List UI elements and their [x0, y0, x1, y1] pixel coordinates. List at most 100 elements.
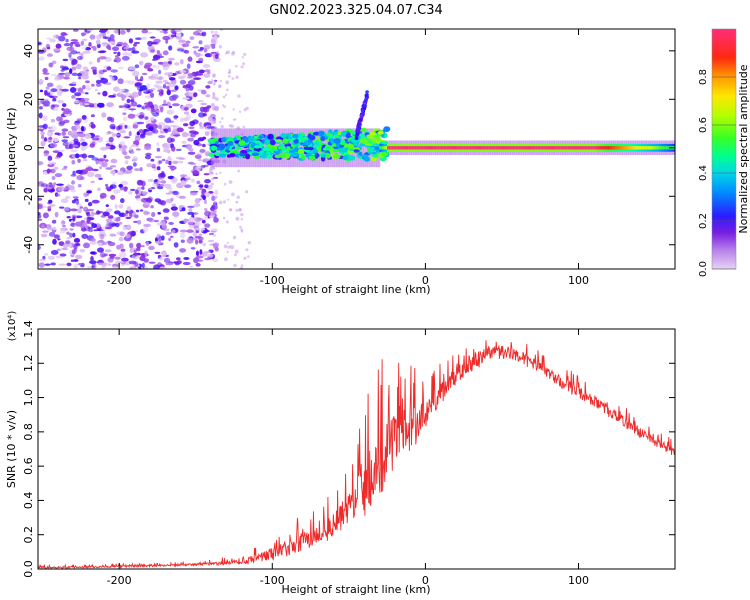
signal-line-core	[595, 146, 598, 150]
signal-line-core	[532, 146, 535, 150]
signal-line-core	[557, 146, 559, 150]
signal-line-core	[426, 146, 429, 150]
noise-blob	[150, 158, 155, 162]
noise-blob	[122, 151, 128, 156]
signal-blob	[364, 142, 373, 146]
noise-blob	[47, 130, 54, 137]
noise-blob	[173, 115, 178, 120]
noise-blob	[205, 85, 211, 89]
signal-line-core	[390, 146, 392, 150]
noise-blob	[126, 165, 133, 171]
noise-dot	[234, 249, 239, 254]
noise-blob	[50, 118, 56, 123]
signal-line-core	[546, 146, 549, 150]
noise-dot	[240, 230, 244, 233]
noise-blob	[123, 212, 129, 217]
noise-blob	[52, 97, 57, 102]
noise-blob	[70, 139, 75, 145]
noise-dot	[225, 80, 230, 85]
noise-blob	[144, 145, 152, 150]
noise-blob	[53, 137, 59, 143]
noise-blob	[90, 121, 94, 125]
noise-dot	[225, 220, 229, 224]
noise-blob	[56, 90, 63, 96]
noise-blob	[195, 52, 201, 58]
noise-blob	[139, 133, 146, 139]
signal-line-core	[430, 146, 432, 150]
tail-blob	[365, 90, 369, 94]
noise-blob	[166, 231, 173, 235]
noise-blob	[81, 141, 88, 147]
noise-blob	[74, 120, 82, 124]
noise-blob	[86, 218, 91, 224]
noise-blob	[192, 119, 199, 125]
signal-blob	[314, 153, 319, 159]
y-tick-label: 0.6	[22, 457, 35, 475]
signal-line-core	[494, 146, 497, 150]
tail-blob	[355, 132, 360, 136]
noise-blob	[110, 117, 115, 123]
noise-blob	[76, 174, 84, 181]
noise-blob	[38, 204, 43, 210]
signal-line-core	[505, 146, 507, 150]
noise-blob	[189, 36, 195, 40]
noise-dot	[234, 118, 237, 121]
noise-blob	[139, 60, 144, 66]
noise-blob	[141, 72, 148, 76]
noise-blob	[154, 198, 162, 203]
noise-blob	[79, 102, 84, 106]
noise-blob	[183, 50, 190, 54]
noise-blob	[80, 91, 85, 94]
signal-line-core	[581, 146, 584, 150]
noise-blob	[58, 72, 66, 75]
noise-blob	[166, 186, 173, 190]
noise-blob	[156, 147, 161, 152]
noise-blob	[102, 211, 110, 217]
noise-blob	[57, 186, 65, 192]
noise-dot	[211, 102, 215, 107]
noise-blob	[38, 106, 43, 110]
noise-blob	[113, 51, 117, 55]
noise-blob	[180, 232, 186, 239]
signal-blob	[292, 133, 299, 139]
noise-blob	[144, 250, 148, 257]
tail-blob	[360, 109, 365, 113]
noise-blob	[88, 228, 94, 233]
noise-blob	[187, 205, 195, 208]
noise-blob	[44, 90, 48, 96]
noise-blob	[170, 138, 175, 143]
noise-blob	[183, 107, 189, 111]
noise-blob	[178, 195, 186, 199]
noise-blob	[61, 167, 67, 171]
noise-blob	[106, 30, 110, 34]
noise-blob	[53, 166, 59, 170]
noise-blob	[132, 156, 138, 162]
noise-blob	[77, 184, 82, 188]
signal-line-core	[451, 146, 454, 150]
noise-blob	[72, 144, 79, 148]
noise-blob	[80, 145, 86, 151]
noise-blob	[195, 239, 199, 245]
noise-blob	[149, 188, 153, 191]
noise-blob	[194, 221, 199, 227]
signal-line-core	[434, 146, 437, 150]
noise-blob	[155, 76, 164, 80]
noise-blob	[136, 121, 145, 125]
signal-line-core	[508, 146, 510, 150]
noise-blob	[172, 177, 178, 183]
noise-blob	[40, 131, 45, 136]
signal-blob	[262, 152, 267, 158]
noise-blob	[44, 263, 51, 266]
noise-blob	[66, 216, 71, 219]
signal-line-core	[641, 146, 644, 150]
signal-line-core	[626, 146, 628, 150]
noise-blob	[152, 112, 160, 117]
noise-blob	[198, 40, 203, 45]
noise-blob	[38, 212, 41, 216]
noise-blob	[70, 149, 78, 153]
noise-blob	[201, 31, 207, 37]
noise-blob	[69, 42, 74, 47]
noise-blob	[162, 35, 170, 41]
signal-line-core	[618, 146, 621, 150]
noise-blob	[90, 66, 97, 70]
